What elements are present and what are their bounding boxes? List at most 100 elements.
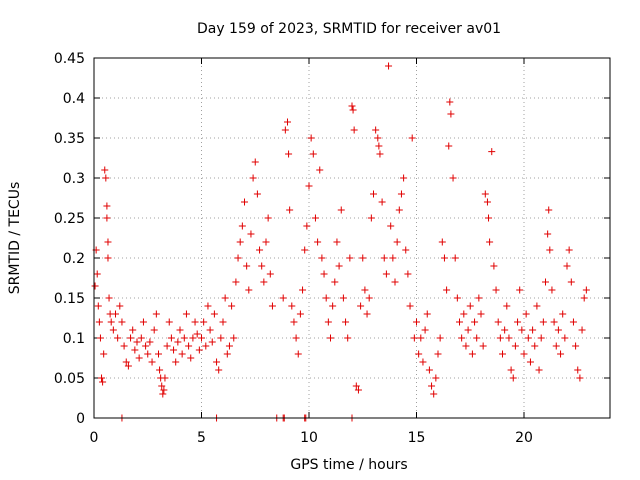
- data-point: [389, 254, 397, 262]
- data-point: [316, 166, 324, 174]
- data-point: [464, 326, 472, 334]
- data-point: [349, 106, 357, 114]
- data-point: [105, 294, 113, 302]
- data-point: [516, 286, 524, 294]
- data-point: [509, 374, 517, 382]
- data-point: [260, 278, 268, 286]
- data-point: [375, 142, 383, 150]
- data-point: [172, 358, 180, 366]
- data-point: [95, 318, 103, 326]
- data-point: [376, 150, 384, 158]
- data-point: [352, 382, 360, 390]
- data-point: [385, 62, 393, 70]
- data-point: [524, 334, 532, 342]
- data-point: [535, 366, 543, 374]
- data-point: [98, 374, 106, 382]
- data-point: [363, 310, 371, 318]
- y-tick-labels: 0 0.05 0.1 0.15 0.2 0.25 0.3 0.35 0.4 0.45: [54, 51, 85, 427]
- data-point: [453, 294, 461, 302]
- data-point: [107, 318, 115, 326]
- data-point: [99, 378, 107, 386]
- data-point: [578, 326, 586, 334]
- x-tick-label: 0: [90, 430, 99, 446]
- data-point: [150, 326, 158, 334]
- data-point: [301, 246, 309, 254]
- data-point: [264, 214, 272, 222]
- x-tick-label: 15: [408, 430, 426, 446]
- data-point: [215, 366, 223, 374]
- data-point: [137, 334, 145, 342]
- data-point: [391, 278, 399, 286]
- data-point: [204, 302, 212, 310]
- data-point: [545, 206, 553, 214]
- data-point: [167, 334, 175, 342]
- data-point: [395, 206, 403, 214]
- data-point: [397, 190, 405, 198]
- data-point: [329, 302, 337, 310]
- data-point: [331, 278, 339, 286]
- data-point: [479, 342, 487, 350]
- data-point: [303, 222, 311, 230]
- data-point: [104, 254, 112, 262]
- data-point: [178, 350, 186, 358]
- data-point: [492, 286, 500, 294]
- data-point: [311, 214, 319, 222]
- data-point: [133, 338, 141, 346]
- data-point: [582, 286, 590, 294]
- data-point: [567, 278, 575, 286]
- data-point: [380, 254, 388, 262]
- data-point: [281, 126, 289, 134]
- data-point: [187, 354, 195, 362]
- data-point: [174, 338, 182, 346]
- data-point: [193, 330, 201, 338]
- data-point: [170, 346, 178, 354]
- data-point: [359, 254, 367, 262]
- data-point: [458, 334, 466, 342]
- data-point: [410, 334, 418, 342]
- data-point: [425, 366, 433, 374]
- data-point: [402, 246, 410, 254]
- data-point: [161, 374, 169, 382]
- data-point: [475, 294, 483, 302]
- data-point: [225, 342, 233, 350]
- data-point: [94, 302, 102, 310]
- data-point: [219, 318, 227, 326]
- data-point: [518, 326, 526, 334]
- data-point: [148, 358, 156, 366]
- data-point: [299, 286, 307, 294]
- data-point: [156, 366, 164, 374]
- data-point: [103, 202, 111, 210]
- y-tick-label: 0.25: [54, 211, 85, 227]
- data-point: [447, 110, 455, 118]
- data-point: [526, 358, 534, 366]
- y-tick-label: 0.15: [54, 291, 85, 307]
- data-point: [346, 254, 354, 262]
- data-point: [93, 270, 101, 278]
- data-point: [144, 350, 152, 358]
- data-point: [109, 326, 117, 334]
- data-point: [309, 150, 317, 158]
- data-point: [445, 142, 453, 150]
- data-point: [430, 390, 438, 398]
- data-point: [471, 318, 479, 326]
- data-point: [221, 294, 229, 302]
- data-point: [100, 350, 108, 358]
- data-point: [490, 262, 498, 270]
- data-point: [155, 350, 162, 358]
- data-point: [449, 174, 457, 182]
- data-point: [262, 238, 270, 246]
- data-point: [139, 318, 147, 326]
- data-point: [443, 286, 451, 294]
- x-tick-label: 10: [300, 430, 318, 446]
- x-tick-labels: 0 5 10 15 20: [90, 430, 533, 446]
- data-point: [415, 350, 423, 358]
- data-point: [158, 382, 166, 390]
- data-point: [438, 238, 446, 246]
- data-point: [344, 334, 352, 342]
- data-point: [290, 318, 298, 326]
- data-point: [327, 334, 334, 342]
- data-point: [370, 190, 377, 198]
- data-point: [501, 326, 509, 334]
- data-point: [552, 342, 560, 350]
- data-point: [546, 246, 554, 254]
